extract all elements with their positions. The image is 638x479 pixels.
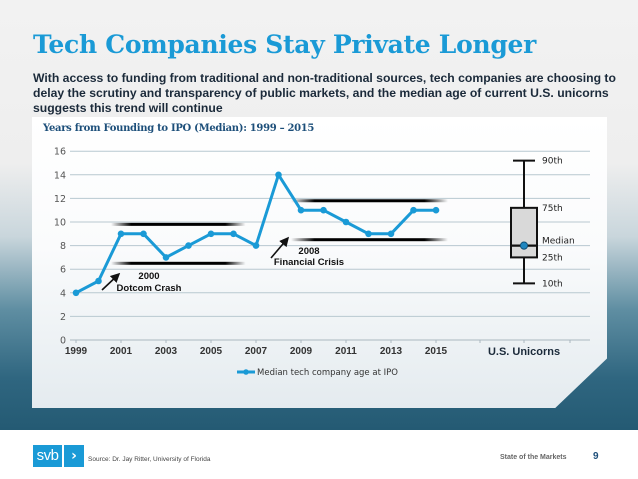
arrow-icon	[101, 272, 121, 291]
data-point	[95, 277, 102, 285]
band-upper-bar	[291, 199, 448, 203]
x-tick-label: 2007	[245, 346, 268, 357]
annotation-label: Dotcom Crash	[117, 283, 182, 294]
x-tick-label: 2009	[290, 346, 313, 357]
y-tick-label: 6	[60, 265, 66, 276]
arrow-icon	[270, 236, 290, 259]
y-tick-label: 10	[54, 218, 66, 229]
unicorn-boxplot: 90th 75th Median 25th 10th	[510, 157, 575, 289]
data-point	[140, 230, 147, 238]
median-label: Median	[542, 237, 575, 247]
range-bands	[111, 199, 448, 265]
band-upper-bar	[111, 222, 246, 226]
x-tick-label: 2015	[425, 346, 448, 357]
p10-label: 10th	[542, 279, 563, 289]
data-point	[117, 230, 125, 238]
iqr-box	[510, 206, 538, 259]
x-tick-label: 2005	[200, 346, 223, 357]
data-point	[230, 230, 237, 238]
p75-label: 75th	[542, 204, 563, 214]
data-point	[162, 254, 170, 261]
x-tick-label: 1999	[65, 346, 88, 357]
data-point	[432, 206, 440, 214]
data-point	[342, 218, 350, 226]
data-point	[72, 289, 80, 297]
data-point	[387, 230, 395, 238]
y-tick-label: 2	[60, 312, 66, 323]
source-note: Source: Dr. Jay Ritter, University of Fl…	[88, 456, 211, 463]
data-point	[365, 230, 372, 238]
logo-text: svb	[33, 445, 62, 467]
data-point	[252, 242, 260, 249]
section-label: State of the Markets	[500, 454, 567, 461]
data-point	[320, 206, 327, 214]
slide-title: Tech Companies Stay Private Longer	[33, 30, 536, 59]
x-tick-label: 2001	[110, 346, 133, 357]
band-lower-bar	[291, 238, 448, 242]
svb-logo: svb ›	[33, 445, 84, 467]
legend-marker	[243, 369, 249, 375]
annotation-year: 2000	[138, 271, 159, 282]
data-point	[275, 171, 282, 179]
x-tick-label: 2003	[155, 346, 178, 357]
y-tick-label: 8	[60, 241, 66, 252]
y-tick-label: 12	[54, 194, 66, 205]
x-axis: 1999 2001 2003 2005 2007 2009 2011 2013 2015 U.S.…	[65, 339, 590, 358]
data-point	[207, 230, 215, 238]
y-tick-label: 0	[60, 336, 66, 347]
y-axis-ticks: 0 2 4 6 8 10 12 14 16	[54, 147, 66, 347]
data-point	[185, 242, 192, 249]
median-dot	[519, 241, 529, 250]
legend-label: Median tech company age at IPO	[257, 368, 398, 378]
p90-label: 90th	[542, 157, 563, 167]
y-tick-label: 14	[54, 170, 66, 181]
boxplot-category-label: U.S. Unicorns	[488, 346, 560, 358]
data-point	[410, 206, 417, 214]
y-tick-label: 16	[54, 147, 66, 158]
legend: Median tech company age at IPO	[237, 368, 398, 378]
annotation-label: Financial Crisis	[274, 257, 344, 268]
chart-title: Years from Founding to IPO (Median): 199…	[43, 123, 315, 134]
footer	[0, 430, 638, 479]
series-line	[75, 173, 436, 295]
slide-subtitle: With access to funding from traditional …	[33, 71, 616, 115]
page-number: 9	[593, 451, 599, 462]
series-median-age	[72, 171, 440, 297]
p25-label: 25th	[542, 253, 563, 263]
x-tick-label: 2011	[335, 346, 357, 357]
y-tick-label: 4	[60, 288, 66, 299]
band-lower-bar	[111, 261, 246, 265]
chevron-right-icon: ›	[64, 445, 84, 467]
annotation-year: 2008	[298, 246, 319, 257]
x-tick-label: 2013	[380, 346, 403, 357]
data-point	[297, 206, 305, 214]
